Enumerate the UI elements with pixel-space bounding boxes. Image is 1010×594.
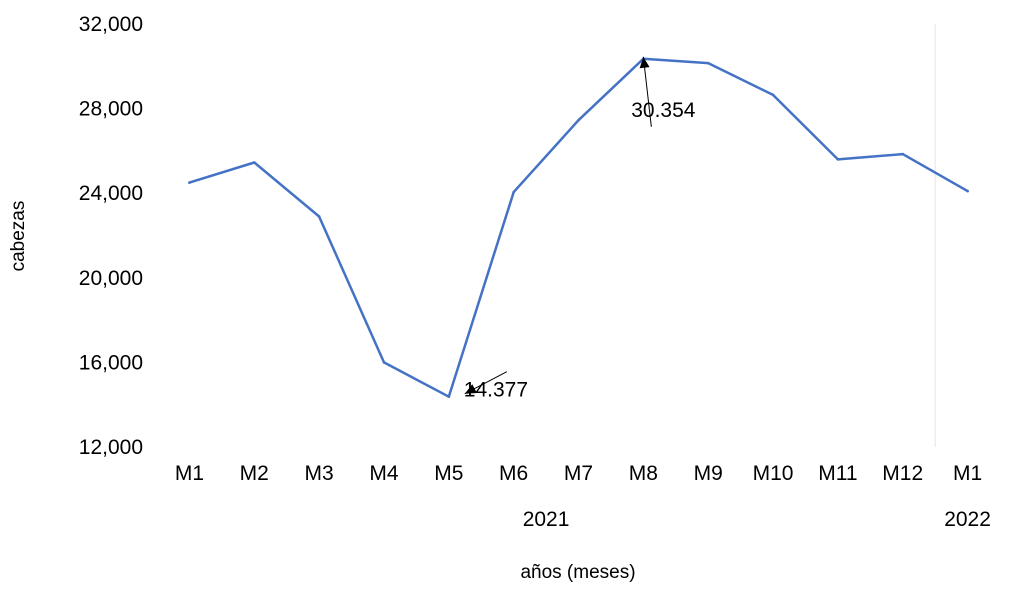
y-tick-label: 24,000 bbox=[79, 182, 143, 205]
y-axis-title: cabezas bbox=[8, 201, 29, 272]
y-tick-label: 12,000 bbox=[79, 436, 143, 459]
x-tick-label: M6 bbox=[499, 462, 528, 485]
year-labels: 2021 2022 bbox=[523, 508, 991, 531]
y-tick-labels: 12,000 16,000 20,000 24,000 28,000 32,000 bbox=[79, 13, 143, 459]
x-tick-label: M5 bbox=[434, 462, 463, 485]
data-point bbox=[706, 61, 710, 65]
x-tick-label: M1 bbox=[953, 462, 982, 485]
annotation-label: 14.377 bbox=[464, 379, 528, 402]
x-tick-label: M11 bbox=[818, 462, 857, 485]
data-point bbox=[512, 190, 515, 194]
x-tick-label: M2 bbox=[240, 462, 269, 485]
annotation-arrowhead bbox=[639, 56, 650, 69]
annotation-layer: 14.377 30.354 bbox=[464, 56, 696, 402]
data-point bbox=[188, 181, 191, 184]
x-tick-label: M4 bbox=[369, 462, 398, 485]
x-tick-label: M12 bbox=[882, 462, 923, 485]
series-layer bbox=[188, 57, 969, 399]
data-point bbox=[836, 158, 840, 161]
x-tick-label: M10 bbox=[753, 462, 794, 485]
y-tick-label: 28,000 bbox=[79, 98, 143, 121]
x-tick-label: M3 bbox=[305, 462, 334, 485]
data-point bbox=[252, 161, 256, 164]
data-point bbox=[382, 361, 386, 364]
data-point bbox=[771, 93, 775, 97]
annotation-arrow bbox=[642, 56, 652, 127]
data-point bbox=[577, 118, 580, 122]
x-axis-title: años (meses) bbox=[520, 562, 635, 583]
data-point bbox=[901, 152, 905, 156]
x-tick-label: M8 bbox=[629, 462, 658, 485]
series-line bbox=[188, 57, 969, 398]
x-tick-label: M7 bbox=[564, 462, 593, 485]
x-tick-label: M9 bbox=[694, 462, 723, 485]
year-label: 2021 bbox=[523, 508, 570, 531]
data-point bbox=[447, 395, 451, 399]
data-point bbox=[966, 189, 969, 193]
y-tick-label: 32,000 bbox=[79, 13, 143, 36]
x-tick-labels: M1 M2 M3 M4 M5 M6 M7 M8 M9 M10 M11 M12 M1 bbox=[175, 462, 982, 485]
data-point bbox=[317, 215, 321, 218]
annotation-arrowhead bbox=[464, 384, 477, 394]
y-tick-label: 20,000 bbox=[79, 267, 143, 290]
year-label: 2022 bbox=[944, 508, 991, 531]
annotation-label: 30.354 bbox=[631, 99, 696, 122]
x-tick-label: M1 bbox=[175, 462, 204, 485]
y-tick-label: 16,000 bbox=[79, 351, 143, 374]
